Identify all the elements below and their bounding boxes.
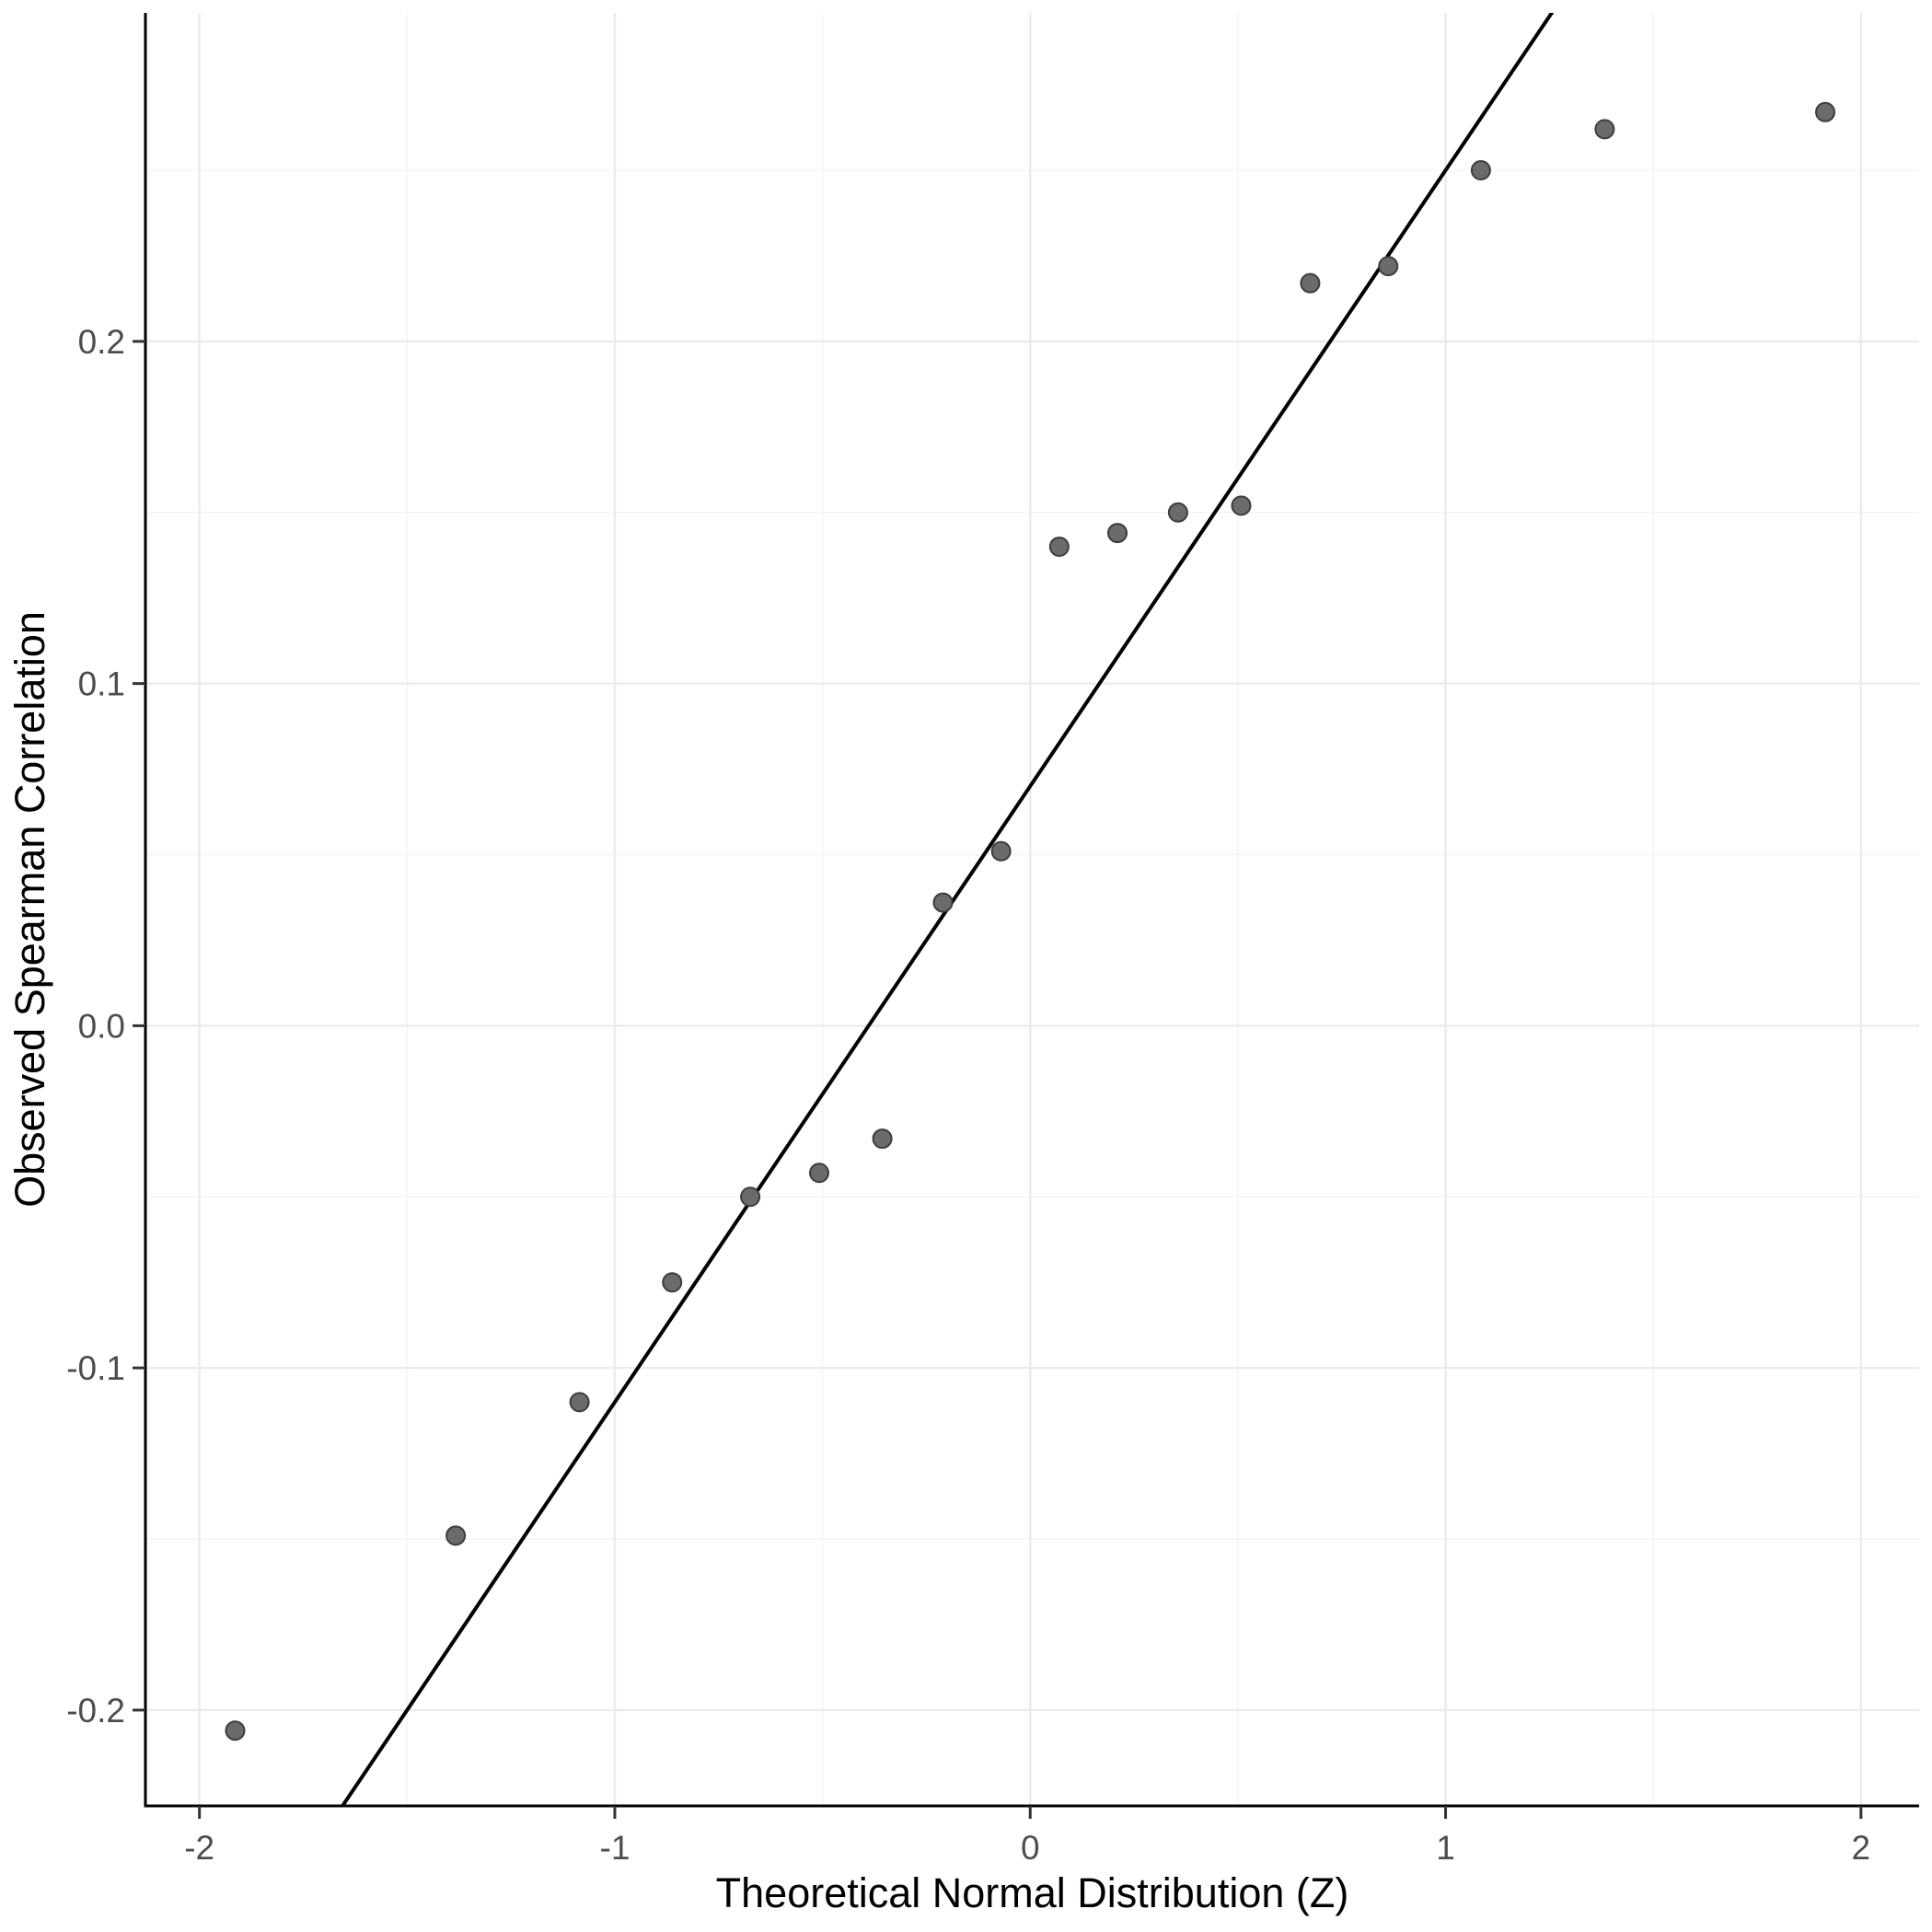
plot-panel-background xyxy=(145,13,1919,1806)
y-tick-label: 0.2 xyxy=(78,323,125,361)
data-point xyxy=(1107,523,1128,544)
x-tick-label: 1 xyxy=(1436,1829,1455,1867)
data-point xyxy=(1470,160,1491,181)
data-point xyxy=(445,1525,467,1546)
x-tick-label: -2 xyxy=(184,1829,214,1867)
x-tick-label: 2 xyxy=(1852,1829,1871,1867)
axis-lines xyxy=(144,13,1919,1808)
data-point xyxy=(569,1392,590,1413)
data-point xyxy=(872,1128,893,1150)
data-point xyxy=(1231,495,1252,516)
x-axis-title: Theoretical Normal Distribution (Z) xyxy=(716,1869,1349,1916)
reference-line xyxy=(340,13,1555,1806)
minor-gridlines xyxy=(145,13,1919,1806)
data-point xyxy=(990,840,1012,862)
data-point xyxy=(932,892,954,913)
scatter-points xyxy=(225,101,1836,1741)
data-point xyxy=(1300,272,1321,294)
data-point xyxy=(1378,256,1399,277)
data-point xyxy=(1815,101,1836,122)
data-point xyxy=(1048,536,1070,557)
data-point xyxy=(808,1163,829,1184)
y-tick-label: -0.1 xyxy=(66,1349,125,1387)
axis-tick-labels: -2 -1 0 1 2 -0.2 -0.1 0.0 0.1 0.2 xyxy=(66,323,1870,1867)
y-tick-label: -0.2 xyxy=(66,1692,125,1730)
axis-tick-marks xyxy=(133,340,1863,1819)
data-point xyxy=(662,1272,683,1293)
y-axis-title: Observed Spearman Correlation xyxy=(6,611,53,1208)
x-tick-label: -1 xyxy=(600,1829,631,1867)
data-point xyxy=(1594,119,1615,140)
x-tick-label: 0 xyxy=(1021,1829,1040,1867)
data-point xyxy=(225,1720,246,1741)
qq-reference-line xyxy=(340,13,1555,1806)
y-tick-label: 0.0 xyxy=(78,1007,125,1045)
y-tick-label: 0.1 xyxy=(78,665,125,703)
data-point xyxy=(740,1186,761,1208)
major-gridlines xyxy=(145,13,1919,1806)
data-point xyxy=(1167,502,1188,523)
